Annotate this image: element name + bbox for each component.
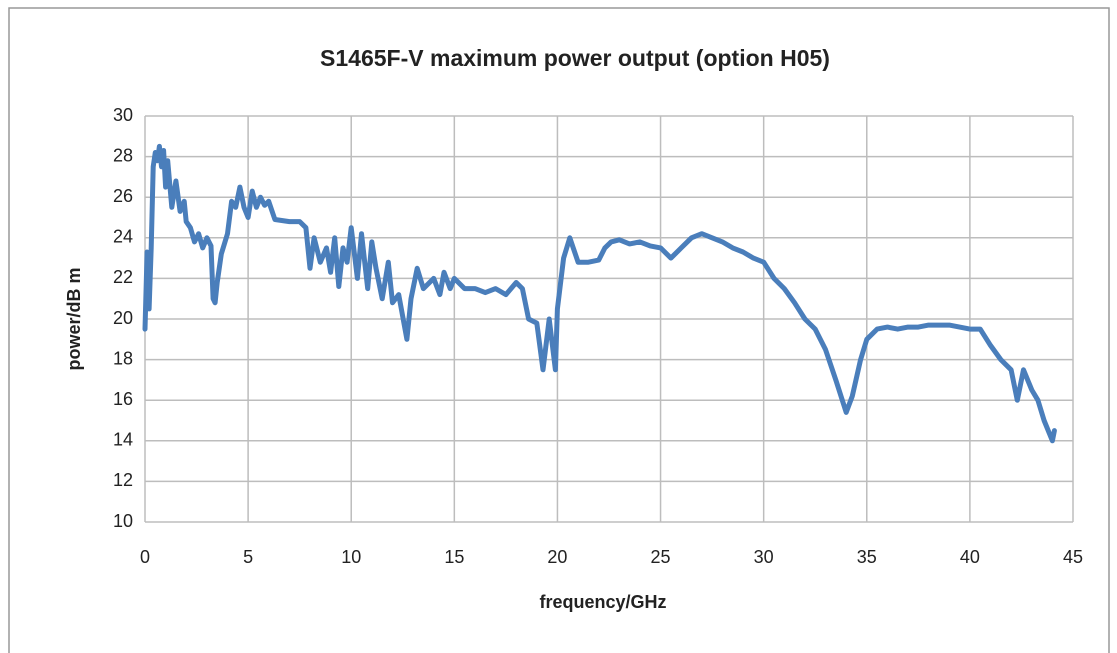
y-tick-label: 12: [113, 470, 133, 490]
y-tick-label: 18: [113, 348, 133, 368]
x-tick-label: 20: [547, 547, 567, 567]
x-tick-label: 45: [1063, 547, 1083, 567]
y-tick-label: 20: [113, 308, 133, 328]
x-tick-label: 5: [243, 547, 253, 567]
y-tick-label: 16: [113, 389, 133, 409]
y-tick-label: 28: [113, 145, 133, 165]
y-tick-label: 14: [113, 430, 133, 450]
chart-title: S1465F-V maximum power output (option H0…: [320, 45, 830, 71]
y-axis-label: power/dB m: [64, 267, 84, 370]
y-tick-label: 24: [113, 227, 133, 247]
y-tick-label: 26: [113, 186, 133, 206]
y-tick-label: 10: [113, 511, 133, 531]
y-tick-label: 22: [113, 267, 133, 287]
data-line: [142, 143, 1057, 444]
x-tick-label: 15: [444, 547, 464, 567]
x-tick-label: 0: [140, 547, 150, 567]
x-tick-label: 25: [651, 547, 671, 567]
x-tick-label: 40: [960, 547, 980, 567]
x-tick-label: 10: [341, 547, 361, 567]
x-tick-label: 30: [754, 547, 774, 567]
x-axis-label: frequency/GHz: [539, 592, 666, 612]
frame: [8, 7, 1110, 653]
y-tick-label: 30: [113, 105, 133, 125]
x-tick-label: 35: [857, 547, 877, 567]
